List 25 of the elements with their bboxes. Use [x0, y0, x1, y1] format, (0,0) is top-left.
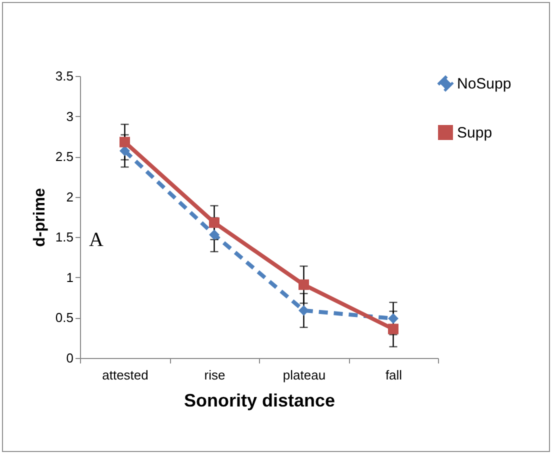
- x-tick-label: plateau: [282, 368, 326, 382]
- y-tick-label: 1.5: [55, 230, 74, 245]
- annotation: A: [89, 229, 104, 251]
- point: [388, 313, 398, 324]
- x-tick-label: fall: [385, 368, 402, 382]
- y-axis-title: d-prime: [31, 188, 48, 247]
- x-tick-label: attested: [102, 368, 148, 382]
- y-tick-label: 3: [66, 108, 74, 124]
- y-tick-label: 1: [66, 270, 74, 285]
- y-tick-label: 2: [66, 189, 74, 204]
- point: [120, 136, 130, 148]
- point: [298, 305, 309, 316]
- legend-label: NoSupp: [457, 76, 512, 92]
- y-tick-label: 0: [66, 350, 74, 366]
- point: [120, 146, 130, 156]
- y-tick-label: 0.5: [55, 310, 74, 326]
- legend-label: Supp: [457, 124, 492, 142]
- y-tick-label: 2.5: [55, 149, 74, 164]
- point: [388, 324, 398, 334]
- point: [298, 279, 309, 290]
- x-axis-title: Sonority distance: [184, 390, 336, 410]
- point: [209, 229, 220, 240]
- x-tick-label: rise: [204, 368, 226, 382]
- y-tick-label: 3.5: [55, 68, 74, 84]
- point: [209, 217, 220, 228]
